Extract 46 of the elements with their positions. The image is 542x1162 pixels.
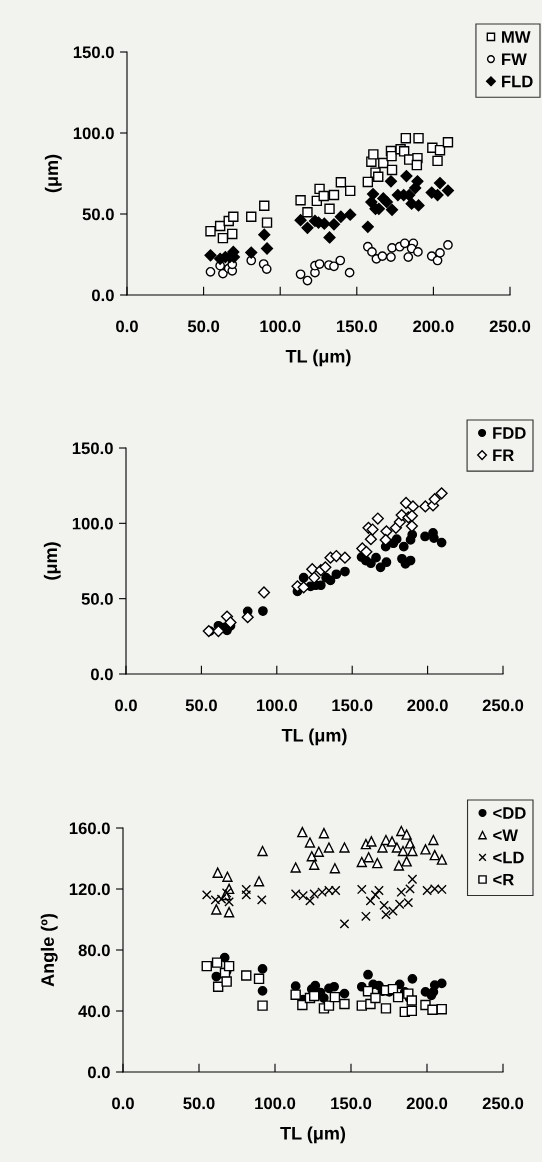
y-axis-title: (μm) xyxy=(44,154,62,193)
x-axis-title: TL (μm) xyxy=(281,728,347,746)
legend-label: <R xyxy=(493,873,514,886)
x-tick-label: 200.0 xyxy=(406,1097,448,1110)
x-tick-label: 250.0 xyxy=(482,1097,524,1110)
y-axis-title: (μm) xyxy=(43,542,61,580)
x-tick-label: 150.0 xyxy=(337,320,377,333)
x-tick-label: 150.0 xyxy=(332,699,373,712)
x-tick-label: 100.0 xyxy=(255,1097,296,1110)
y-tick-label: 50.0 xyxy=(82,208,114,221)
x-tick-label: 250.0 xyxy=(489,320,531,333)
x-tick-label: 200.0 xyxy=(407,699,448,712)
y-tick-label: 80.0 xyxy=(78,944,110,957)
legend-label: MW xyxy=(502,31,531,43)
x-tick-label: 50.0 xyxy=(185,699,217,712)
legend-label: <W xyxy=(493,829,518,841)
legend-label: <DD xyxy=(493,807,526,819)
x-tick-label: 150.0 xyxy=(331,1097,372,1110)
y-tick-label: 100.0 xyxy=(73,127,114,140)
y-tick-label: 0.0 xyxy=(90,668,113,681)
y-axis-title: Angle (º) xyxy=(40,914,58,987)
legend-label: FW xyxy=(502,53,527,65)
y-tick-label: 0.0 xyxy=(91,289,114,302)
legend-label: FR xyxy=(493,449,514,461)
x-axis-title: TL (μm) xyxy=(285,349,351,367)
x-tick-label: 50.0 xyxy=(187,320,220,333)
x-tick-label: 0.0 xyxy=(112,1097,134,1110)
x-axis-title: TL (μm) xyxy=(280,1126,346,1144)
y-tick-label: 150.0 xyxy=(73,46,114,59)
y-tick-label: 100.0 xyxy=(72,517,113,530)
legend-label: <LD xyxy=(493,851,524,864)
y-tick-label: 40.0 xyxy=(78,1005,110,1018)
x-tick-label: 100.0 xyxy=(257,699,297,712)
x-tick-label: 100.0 xyxy=(260,320,301,333)
legend-label: FDD xyxy=(493,427,526,439)
y-tick-label: 50.0 xyxy=(81,593,113,605)
x-tick-label: 0.0 xyxy=(115,699,137,712)
x-tick-label: 250.0 xyxy=(482,699,524,712)
y-tick-label: 150.0 xyxy=(72,442,113,455)
y-tick-label: 160.0 xyxy=(69,822,110,835)
y-tick-label: 0.0 xyxy=(87,1066,110,1079)
x-tick-label: 0.0 xyxy=(116,320,138,333)
x-tick-label: 200.0 xyxy=(413,320,454,333)
x-tick-label: 50.0 xyxy=(183,1097,215,1110)
legend-label: FLD xyxy=(502,75,533,88)
y-tick-label: 120.0 xyxy=(69,883,110,896)
